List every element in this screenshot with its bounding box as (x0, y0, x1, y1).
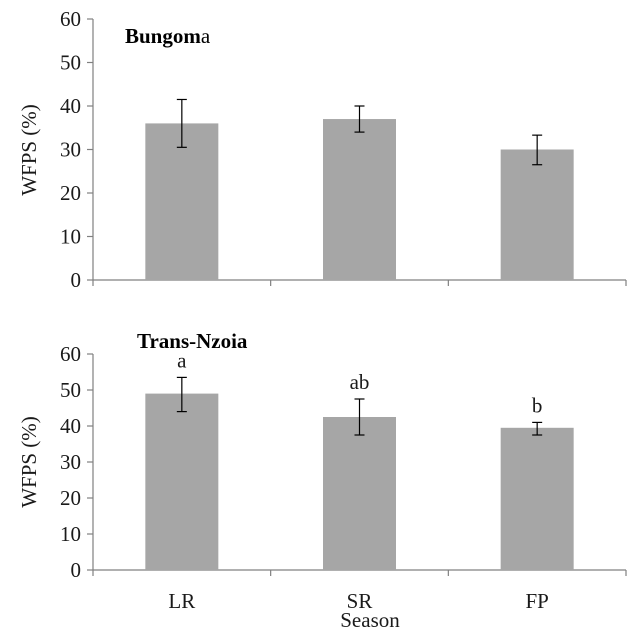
significance-letter-group: a ab b (177, 348, 542, 417)
y-tick-label: 50 (60, 378, 81, 402)
y-tick-label: 20 (60, 486, 81, 510)
y-tick-label: 0 (71, 558, 82, 582)
y-tick-label: 60 (60, 342, 81, 366)
y-tick-label: 30 (60, 138, 81, 162)
x-axis-title: Season (340, 608, 400, 632)
significance-letter: b (532, 393, 543, 417)
bar (500, 427, 574, 570)
bar (145, 123, 219, 281)
y-axis-title: WFPS (%) (17, 104, 41, 196)
y-tick-label: 0 (71, 268, 82, 292)
y-tick-label: 20 (60, 181, 81, 205)
y-tick-label: 40 (60, 94, 81, 118)
error-bar-group (176, 376, 543, 436)
bar (500, 149, 574, 280)
y-tick-label: 40 (60, 414, 81, 438)
bar-group (145, 119, 574, 281)
y-tick-label: 50 (60, 51, 81, 75)
y-axis-title: WFPS (%) (17, 416, 41, 508)
error-bar-group (176, 98, 543, 166)
x-tick-marks (92, 570, 627, 576)
x-category-label: LR (168, 589, 195, 613)
panel-title-bold: Bungom (125, 24, 201, 48)
significance-letter: a (177, 348, 187, 372)
chart-panel-trans-nzoia: 0 10 20 30 40 50 60 LR SR FP a ab b Trans-Nzoia WF… (17, 329, 627, 632)
y-tick-label: 10 (60, 225, 81, 249)
y-tick-group: 0 10 20 30 40 50 60 (60, 7, 93, 292)
y-tick-label: 10 (60, 522, 81, 546)
x-category-label: SR (347, 589, 373, 613)
x-tick-marks (92, 280, 627, 286)
y-tick-label: 60 (60, 7, 81, 31)
x-category-label: FP (525, 589, 548, 613)
y-tick-label: 30 (60, 450, 81, 474)
panel-title-suffix: a (201, 24, 211, 48)
panel-title: Bungoma (125, 24, 211, 48)
category-label-group: LR SR FP (168, 589, 548, 613)
y-tick-group: 0 10 20 30 40 50 60 (60, 342, 93, 582)
bar-group (145, 393, 574, 570)
bar (323, 119, 396, 280)
significance-letter: ab (350, 370, 370, 394)
panel-title: Trans-Nzoia (137, 329, 248, 353)
bar (145, 393, 219, 570)
bar (323, 417, 396, 570)
chart-panel-bungoma: 0 10 20 30 40 50 60 Bungoma WFPS (%) (17, 7, 627, 292)
